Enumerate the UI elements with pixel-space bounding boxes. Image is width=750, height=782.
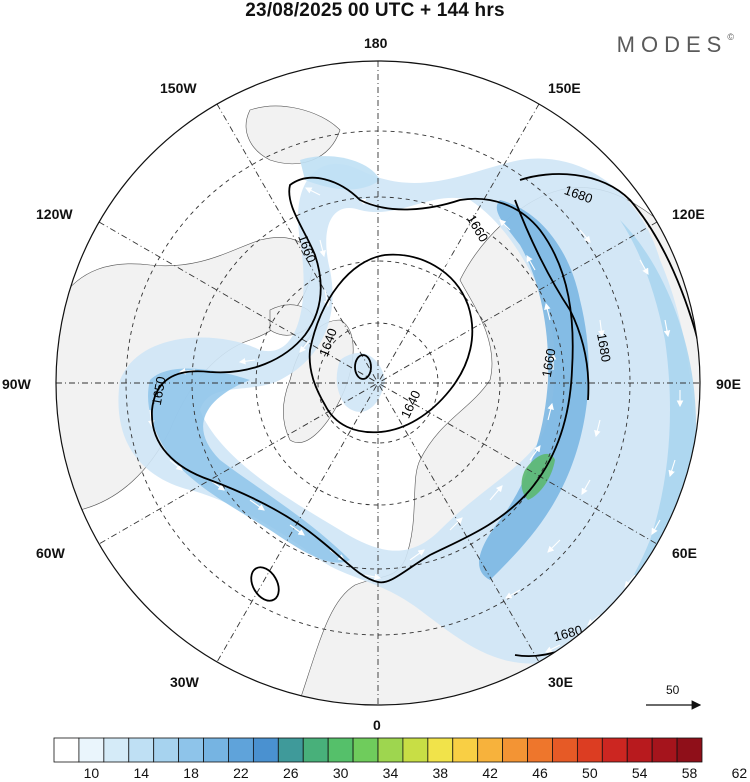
colorbar-swatch	[676, 737, 703, 763]
contour-1680-inner	[514, 199, 590, 401]
colorbar-tick-label: 18	[183, 765, 199, 781]
contour-label: 1650	[149, 375, 169, 406]
colorbar-swatch	[576, 737, 603, 763]
lon-label-150e: 150E	[548, 80, 581, 96]
colorbar-swatch	[601, 737, 628, 763]
colorbar-tick-label: 58	[682, 765, 698, 781]
brand-text: MODES	[616, 32, 728, 57]
lon-label-120e: 120E	[672, 206, 705, 222]
lon-label-90e: 90E	[716, 376, 741, 392]
colorbar: 10141822263034384246505458626670	[53, 737, 748, 781]
colorbar-swatch	[502, 737, 528, 763]
colorbar-swatch	[178, 737, 204, 763]
colorbar-swatch	[103, 737, 130, 763]
colorbar-swatch	[527, 737, 553, 763]
colorbar-swatch	[153, 737, 180, 763]
contour-closed-low	[354, 354, 372, 380]
colorbar-swatch	[277, 737, 304, 763]
colorbar-swatch	[477, 737, 504, 763]
map-title: 23/08/2025 00 UTC + 144 hrs	[245, 0, 505, 21]
colorbar-tick-label: 10	[84, 765, 100, 781]
lon-label-30w: 30W	[170, 674, 199, 690]
lon-label-30e: 30E	[548, 674, 573, 690]
colorbar-tick-label: 38	[433, 765, 449, 781]
lon-label-60w: 60W	[36, 545, 65, 561]
wind-reference-label: 50	[666, 683, 680, 697]
lon-label-120w: 120W	[36, 206, 73, 222]
colorbar-swatch	[252, 737, 279, 763]
lon-label-150w: 150W	[160, 80, 197, 96]
colorbar-tick-label: 46	[532, 765, 548, 781]
lon-label-90w: 90W	[2, 376, 31, 392]
contour-1640	[308, 253, 474, 434]
contour-closed-atlantic	[250, 566, 280, 602]
colorbar-swatch	[452, 737, 479, 763]
copyright-mark: ©	[727, 32, 734, 42]
colorbar-swatch	[552, 737, 578, 763]
colorbar-tick-label: 22	[233, 765, 249, 781]
lon-label-60e: 60E	[672, 545, 697, 561]
colorbar-swatch	[128, 737, 155, 763]
jet-band-core	[148, 368, 350, 563]
modes-logo: MODES©	[617, 32, 734, 58]
colorbar-tick-label: 30	[333, 765, 349, 781]
pacific-patch	[300, 156, 380, 190]
colorbar-swatch	[327, 737, 354, 763]
colorbar-swatch	[402, 737, 429, 763]
colorbar-tick-label: 26	[283, 765, 299, 781]
contour-label: 1660	[539, 347, 559, 378]
colorbar-tick-label: 50	[582, 765, 598, 781]
contour-1660-west	[151, 176, 574, 584]
colorbar-swatch	[427, 737, 454, 763]
lon-label-180: 180	[364, 35, 388, 51]
colorbar-tick-label: 34	[383, 765, 399, 781]
colorbar-tick-label: 54	[632, 765, 648, 781]
colorbar-swatch	[352, 737, 379, 763]
contour-label: 1680	[594, 332, 614, 363]
colorbar-swatch	[78, 737, 105, 763]
colorbar-tick-label: 14	[133, 765, 149, 781]
colorbar-swatch	[203, 737, 229, 763]
lon-label-0: 0	[373, 717, 381, 733]
colorbar-swatch	[651, 737, 678, 763]
colorbar-tick-label: 62	[732, 765, 748, 781]
map-border	[55, 60, 701, 706]
colorbar-swatch	[302, 737, 329, 763]
colorbar-tick-label: 42	[482, 765, 498, 781]
colorbar-swatch	[377, 737, 404, 763]
arctic-patch	[336, 352, 385, 412]
colorbar-swatch	[53, 737, 80, 763]
colorbar-swatch	[626, 737, 653, 763]
colorbar-swatch	[228, 737, 254, 763]
